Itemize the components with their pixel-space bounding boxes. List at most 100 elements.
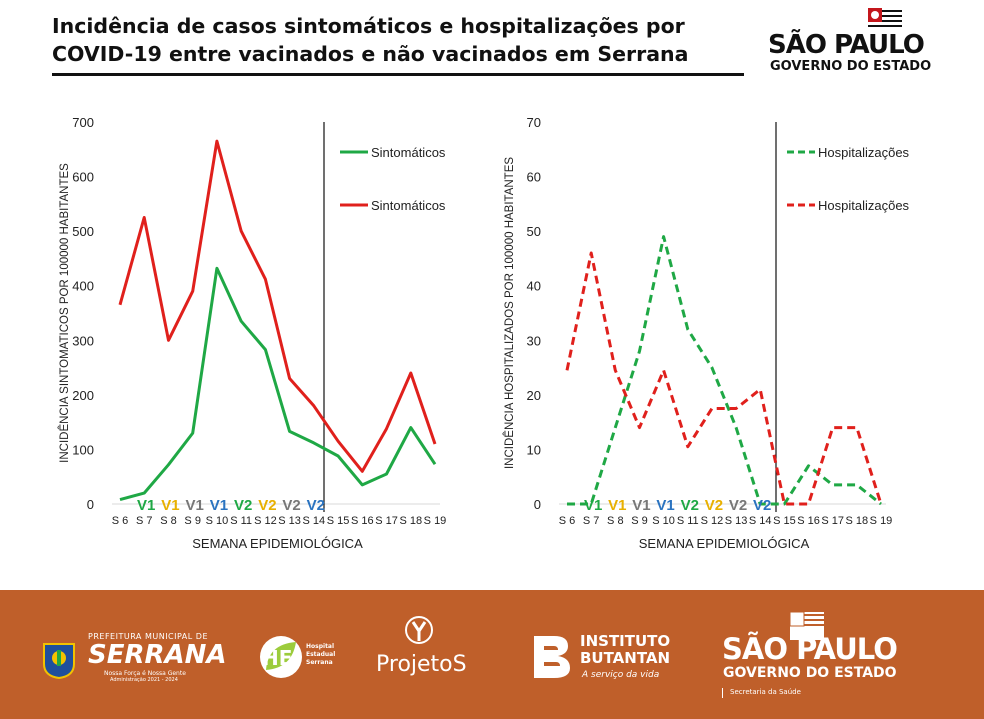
y-tick-label: 100 [72, 442, 94, 457]
legend-label: Hospitalizações [818, 145, 910, 160]
x-tick-label: S 10 [206, 515, 229, 527]
hospitalizacoes-chart: 0 10 20 30 40 50 60 70 INCIDÊNCIA HOSPITALIZADOS… [503, 115, 910, 551]
vaccine-dose-marker: V2 [258, 497, 276, 514]
serrana-crest-icon [43, 643, 75, 680]
y-tick-label: 0 [534, 497, 541, 512]
sp-flag-icon [868, 8, 902, 36]
y-tick-label: 60 [527, 170, 541, 185]
y-tick-label: 200 [72, 388, 94, 403]
y-tick-label: 600 [72, 170, 94, 185]
partners-footer: PREFEITURA MUNICIPAL DE SERRANA Nossa Fo… [0, 590, 984, 719]
butantan-tag: A serviço da vida [582, 670, 660, 680]
y-tick-label: 400 [72, 279, 94, 294]
logo-title: SÃO PAULO [768, 30, 925, 60]
butantan-line-1: INSTITUTO [580, 632, 671, 650]
y-tick-label: 40 [527, 279, 541, 294]
hospital-leaf-icon [260, 636, 302, 678]
page-title: Incidência de casos sintomáticos e hospi… [52, 12, 752, 68]
sintomaticos-chart: 0 100 200 300 400 500 600 700 INCIDÊNCIA SINTOMA… [58, 115, 447, 551]
vaccine-dose-marker: V1 [656, 497, 674, 514]
y-tick-label: 10 [527, 442, 541, 457]
x-tick-label: S 15 [327, 515, 350, 527]
x-tick-label: S 19 [870, 515, 893, 527]
antibody-icon [405, 616, 433, 644]
serrana-top: PREFEITURA MUNICIPAL DE [88, 632, 208, 641]
y-axis-label: INCIDÊNCIA SINTOMATICOS POR 100000 HABIT… [58, 163, 71, 463]
x-tick-label: S 18 [399, 515, 422, 527]
y-tick-label: 70 [527, 115, 541, 130]
x-tick-label: S 17 [375, 515, 398, 527]
y-axis-label: INCIDÊNCIA HOSPITALIZADOS POR 100000 HAB… [503, 157, 516, 469]
title-line-1: Incidência de casos sintomáticos e hospi… [52, 14, 685, 38]
title-line-2: COVID-19 entre vacinados e não vacinados… [52, 42, 689, 66]
x-axis-label: SEMANA EPIDEMIOLÓGICA [639, 536, 810, 551]
vaccine-dose-marker: V2 [234, 497, 252, 514]
x-tick-label: S 18 [846, 515, 869, 527]
vaccine-dose-marker: V1 [137, 497, 155, 514]
footer-sp-flag-icon [790, 612, 824, 640]
hospital-name-2: Estadual [306, 651, 336, 658]
footer-sp-title: SÃO PAULO [722, 632, 898, 666]
x-tick-label: S 7 [136, 515, 153, 527]
sao-paulo-logo: SÃO PAULO GOVERNO DO ESTADO [768, 8, 940, 78]
series-line-1 [119, 266, 437, 502]
x-axis-label: SEMANA EPIDEMIOLÓGICA [192, 536, 363, 551]
x-tick-label: S 6 [559, 515, 576, 527]
logo-subtitle: GOVERNO DO ESTADO [770, 59, 932, 74]
x-tick-label: S 12 [254, 515, 277, 527]
legend-label: Sintomáticos [371, 198, 446, 213]
x-tick-label: S 11 [677, 515, 699, 527]
vaccine-dose-marker: V1 [584, 497, 602, 514]
x-tick-label: S 14 [303, 515, 326, 527]
x-tick-label: S 8 [160, 515, 177, 527]
vaccine-dose-marker: V1 [186, 497, 204, 514]
x-tick-label: S 14 [749, 515, 772, 527]
vaccine-dose-marker: V1 [210, 497, 228, 514]
x-tick-label: S 15 [773, 515, 796, 527]
x-tick-label: S 17 [821, 515, 844, 527]
footer-secretaria: Secretaria da Saúde [730, 688, 801, 696]
legend-label: Hospitalizações [818, 198, 910, 213]
y-tick-label: 500 [72, 224, 94, 239]
footer-sp-subtitle: GOVERNO DO ESTADO [723, 665, 897, 681]
butantan-b-icon [534, 636, 570, 678]
x-tick-label: S 8 [607, 515, 624, 527]
x-tick-label: S 11 [230, 515, 252, 527]
vaccine-dose-marker: V1 [161, 497, 179, 514]
x-tick-label: S 9 [631, 515, 648, 527]
vaccine-dose-marker: V2 [307, 497, 325, 514]
vaccine-dose-marker: V1 [632, 497, 650, 514]
y-tick-label: 700 [72, 115, 94, 130]
serrana-tag: Nossa Força é Nossa Gente [104, 670, 186, 677]
x-tick-label: S 7 [583, 515, 600, 527]
y-tick-label: 300 [72, 333, 94, 348]
footer-divider [722, 688, 723, 698]
vaccine-dose-marker: V2 [282, 497, 300, 514]
hospital-mark: HE [262, 646, 293, 670]
projeto-s-text: ProjetoS [376, 652, 467, 677]
vaccine-dose-marker: V2 [681, 497, 699, 514]
vaccine-dose-marker: V1 [608, 497, 626, 514]
series-line-2 [565, 251, 883, 506]
x-tick-label: S 13 [725, 515, 748, 527]
y-tick-label: 0 [87, 497, 94, 512]
x-tick-label: S 19 [424, 515, 447, 527]
legend-label: Sintomáticos [371, 145, 446, 160]
y-tick-label: 30 [527, 333, 541, 348]
title-underline [52, 73, 744, 76]
x-tick-label: S 10 [652, 515, 675, 527]
serrana-name: SERRANA [88, 640, 227, 670]
y-tick-label: 50 [527, 224, 541, 239]
x-tick-label: S 16 [797, 515, 820, 527]
hospital-name-3: Serrana [306, 659, 333, 666]
x-tick-label: S 9 [184, 515, 201, 527]
vaccine-dose-marker: V2 [753, 497, 771, 514]
series-line-2 [118, 139, 437, 473]
vaccine-dose-marker: V2 [705, 497, 723, 514]
x-tick-label: S 13 [278, 515, 301, 527]
vaccine-dose-marker: V2 [729, 497, 747, 514]
x-tick-label: S 6 [112, 515, 129, 527]
butantan-line-2: BUTANTAN [580, 649, 671, 667]
hospital-name-1: Hospital [306, 643, 335, 650]
serrana-admin: Administração 2021 - 2024 [110, 677, 178, 683]
